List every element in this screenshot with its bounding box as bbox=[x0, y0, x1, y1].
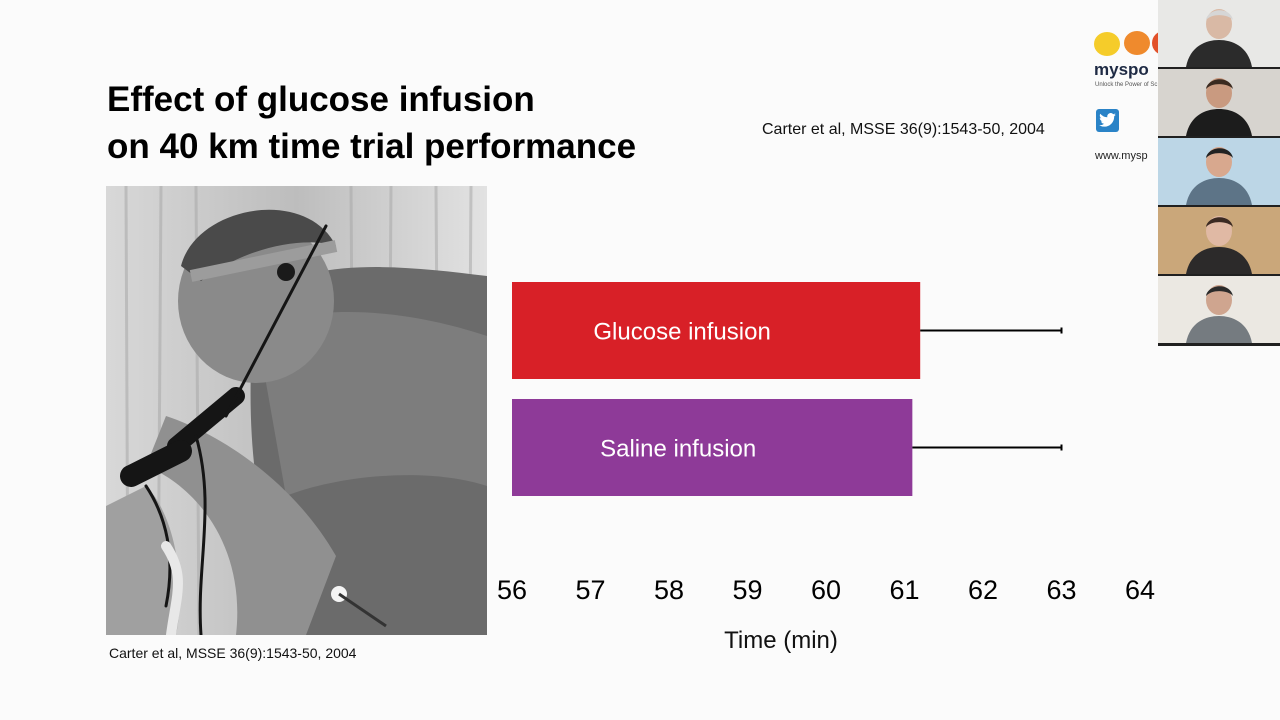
participant-video-tile-1[interactable] bbox=[1158, 0, 1280, 67]
x-tick-64: 64 bbox=[1125, 575, 1155, 605]
x-tick-56: 56 bbox=[497, 575, 527, 605]
participant-video-tile-5[interactable] bbox=[1158, 276, 1280, 343]
citation-top: Carter et al, MSSE 36(9):1543-50, 2004 bbox=[762, 121, 1045, 138]
logo-text: myspo bbox=[1094, 60, 1149, 79]
participant-video-4 bbox=[1158, 207, 1280, 274]
participant-video-3 bbox=[1158, 138, 1280, 205]
participant-video-5 bbox=[1158, 276, 1280, 343]
logo-url: www.mysp bbox=[1095, 150, 1148, 162]
x-tick-58: 58 bbox=[654, 575, 684, 605]
x-tick-57: 57 bbox=[575, 575, 605, 605]
time-trial-bar-chart: Glucose infusion Saline infusion 56 57 58 59… bbox=[497, 282, 1155, 654]
video-participants-panel bbox=[1158, 0, 1280, 346]
x-tick-59: 59 bbox=[732, 575, 762, 605]
x-tick-63: 63 bbox=[1046, 575, 1076, 605]
x-tick-62: 62 bbox=[968, 575, 998, 605]
bar-label-2: Saline infusion bbox=[600, 436, 756, 463]
participant-video-tile-2[interactable] bbox=[1158, 69, 1280, 136]
chart-bars: Glucose infusion Saline infusion bbox=[512, 282, 1063, 496]
twitter-icon[interactable] bbox=[1096, 109, 1119, 132]
mysport-logo-area: myspo Unlock the Power of Sc www.mysp bbox=[1090, 0, 1160, 190]
cyclist-photo bbox=[106, 186, 487, 635]
chart-x-ticks: 56 57 58 59 60 61 62 63 64 bbox=[497, 575, 1155, 605]
x-tick-61: 61 bbox=[889, 575, 919, 605]
x-tick-60: 60 bbox=[811, 575, 841, 605]
bar-glucose-infusion bbox=[512, 282, 921, 379]
bar-label-1: Glucose infusion bbox=[593, 319, 770, 346]
participant-video-tile-4[interactable] bbox=[1158, 207, 1280, 274]
participant-video-2 bbox=[1158, 69, 1280, 136]
participant-video-tile-3[interactable] bbox=[1158, 138, 1280, 205]
presentation-slide: Effect of glucose infusion on 40 km time… bbox=[106, 76, 1156, 661]
citation-bottom: Carter et al, MSSE 36(9):1543-50, 2004 bbox=[109, 645, 357, 661]
slide-title: Effect of glucose infusion on 40 km time… bbox=[107, 76, 636, 170]
chart-x-axis-label: Time (min) bbox=[724, 627, 838, 654]
participant-video-1 bbox=[1158, 0, 1280, 67]
logo-mark-icon bbox=[1094, 31, 1160, 56]
slide-title-line-1: Effect of glucose infusion bbox=[107, 80, 535, 119]
bar-saline-infusion bbox=[512, 399, 913, 496]
slide-title-line-2: on 40 km time trial performance bbox=[107, 127, 637, 166]
logo-tagline: Unlock the Power of Sc bbox=[1095, 82, 1158, 88]
